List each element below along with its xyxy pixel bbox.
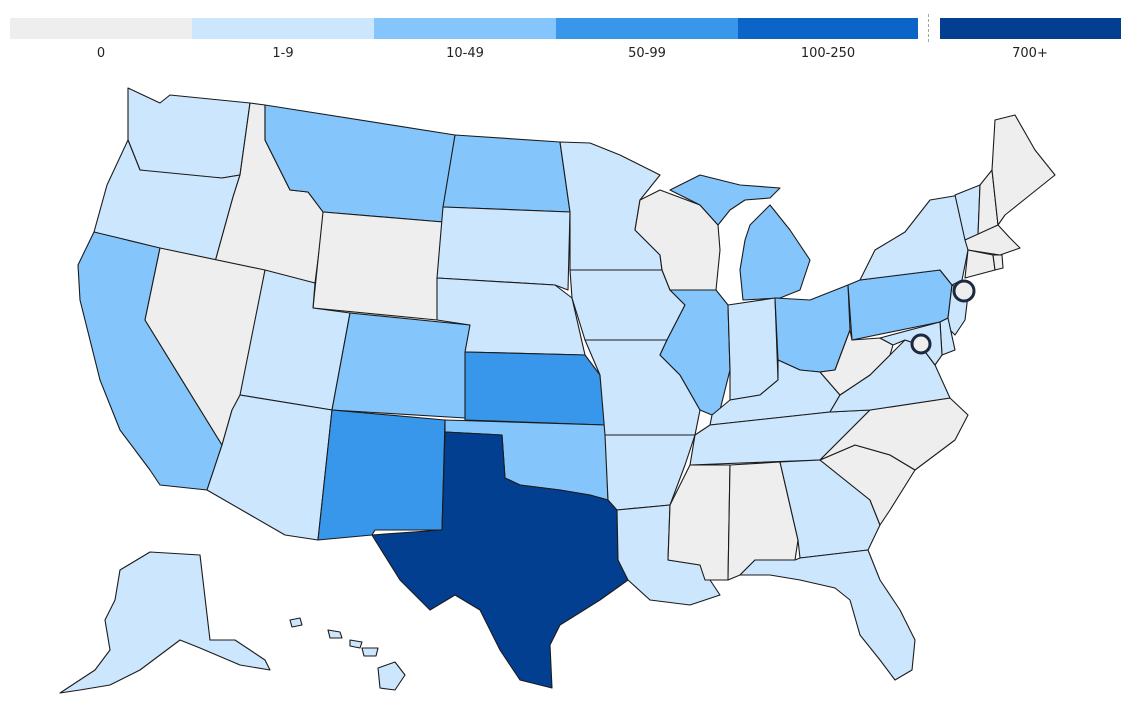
state-IL[interactable] [659,289,731,416]
legend-swatch-100-250 [738,18,918,39]
state-WY[interactable] [312,211,444,321]
legend-swatch-10-49 [374,18,556,39]
city-marker-nyc[interactable] [952,279,976,303]
legend-label-700-plus: 700+ [1012,46,1048,61]
legend-label-10-49: 10-49 [446,46,484,61]
state-IN[interactable] [727,297,779,401]
state-WA[interactable] [127,87,251,179]
legend-swatch-700-plus [940,18,1121,39]
legend-swatch-0 [10,18,192,39]
state-CT[interactable] [964,249,996,279]
state-RI[interactable] [992,254,1004,271]
legend-swatch-1-9 [192,18,374,39]
legend-label-50-99: 50-99 [628,46,666,61]
state-TX[interactable] [371,431,629,689]
state-ND[interactable] [442,134,571,213]
state-MI-UP[interactable] [669,174,781,226]
state-CO[interactable] [331,312,471,419]
state-AK[interactable] [59,551,271,694]
legend-label-0: 0 [96,46,106,61]
legend-label-100-250: 100-250 [800,46,856,61]
us-map [59,87,1056,694]
state-NM[interactable] [317,409,446,541]
city-marker-dc[interactable] [910,333,932,355]
state-MD[interactable] [879,321,943,366]
state-FL[interactable] [739,549,916,681]
legend-divider [928,14,929,42]
state-ME[interactable] [991,114,1056,226]
state-KS[interactable] [464,351,606,426]
state-NY[interactable] [859,194,969,286]
legend-swatch-50-99 [556,18,738,39]
state-HI[interactable] [289,617,406,691]
legend-label-1-9: 1-9 [272,46,294,61]
state-MI[interactable] [739,204,811,301]
legend: 0 1-9 10-49 50-99 100-250 700+ [0,0,1141,70]
state-SD[interactable] [436,206,571,291]
